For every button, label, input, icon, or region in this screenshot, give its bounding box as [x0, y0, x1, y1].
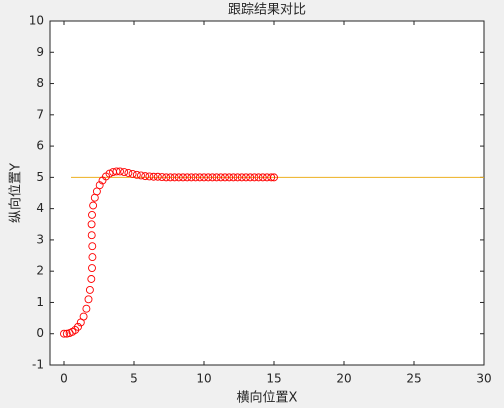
y-tick-label: 3: [36, 232, 44, 246]
marker: [258, 173, 267, 182]
chart-title: 跟踪结果对比: [228, 3, 306, 18]
marker: [79, 312, 88, 321]
marker: [183, 173, 192, 182]
x-tick-label: 30: [476, 372, 491, 386]
marker: [204, 173, 213, 182]
marker: [84, 295, 93, 304]
plot-area: [49, 20, 485, 366]
y-tick-label: 4: [36, 201, 44, 215]
y-tick-label: 1: [36, 295, 44, 309]
y-axis-label: 纵向位置Y: [8, 163, 24, 223]
marker: [237, 173, 246, 182]
marker: [124, 169, 133, 177]
marker: [216, 173, 225, 182]
marker: [270, 173, 278, 182]
x-tick-label: 25: [406, 372, 421, 386]
marker: [149, 172, 158, 181]
marker: [132, 170, 141, 179]
marker: [60, 329, 68, 338]
marker: [250, 173, 259, 182]
marker: [116, 167, 124, 176]
marker: [212, 173, 221, 182]
y-tick-label: -1: [32, 358, 44, 372]
marker: [82, 304, 91, 313]
marker: [105, 169, 114, 178]
marker: [158, 173, 166, 182]
y-tick-label: 10: [29, 14, 44, 28]
marker: [88, 253, 97, 262]
marker: [179, 173, 187, 182]
marker: [74, 322, 82, 331]
marker: [267, 173, 276, 182]
marker: [95, 181, 104, 190]
y-tick-label: 6: [36, 139, 44, 153]
marker: [141, 172, 150, 181]
y-tick-label: 0: [36, 326, 44, 340]
y-tick-label: 7: [36, 107, 44, 121]
y-tick-label: 9: [36, 45, 44, 59]
marker: [174, 173, 183, 182]
marker: [191, 173, 200, 182]
marker: [195, 173, 204, 182]
x-tick-label: 15: [266, 372, 281, 386]
marker: [242, 173, 250, 182]
marker: [229, 173, 238, 182]
marker: [221, 173, 229, 182]
x-tick-label: 0: [60, 372, 68, 386]
marker: [88, 264, 96, 273]
marker: [233, 173, 242, 182]
marker: [112, 167, 121, 176]
x-axis-label: 横向位置X: [237, 390, 298, 406]
x-tick-label: 20: [336, 372, 351, 386]
marker: [162, 173, 171, 182]
marker: [246, 173, 255, 182]
marker: [87, 275, 96, 283]
marker: [62, 329, 71, 338]
marker: [153, 172, 162, 181]
y-tick-label: 2: [36, 264, 44, 278]
marker: [166, 173, 175, 182]
marker: [200, 173, 208, 182]
x-tick-label: 10: [196, 372, 211, 386]
marker: [120, 168, 129, 176]
marker: [254, 173, 263, 182]
y-tick-label: 5: [36, 170, 44, 184]
marker: [128, 169, 137, 178]
marker: [85, 285, 94, 294]
marker: [187, 173, 196, 182]
marker: [208, 173, 217, 182]
marker: [225, 173, 234, 182]
marker: [170, 173, 179, 182]
marker: [88, 242, 97, 251]
marker: [87, 231, 96, 240]
y-tick-label: 8: [36, 76, 44, 90]
marker: [87, 220, 96, 229]
marker: [145, 172, 154, 181]
marker: [89, 201, 98, 210]
x-tick-label: 5: [130, 372, 138, 386]
marker: [137, 171, 145, 180]
marker: [88, 210, 96, 219]
